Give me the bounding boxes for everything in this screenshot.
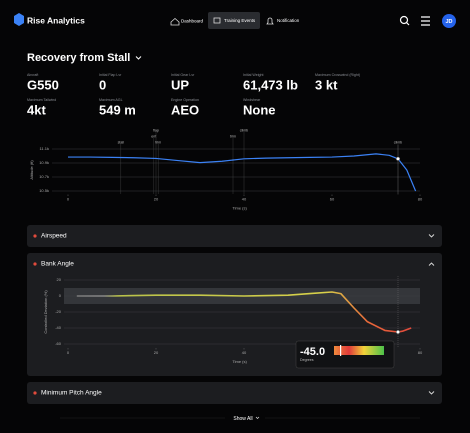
nav-icon	[213, 17, 221, 24]
y-axis-title: Controlled Deviation (%)	[43, 290, 48, 334]
y-tick-label: -40	[55, 325, 62, 330]
stat-value: 3 kt	[315, 77, 338, 92]
section-panel[interactable]	[27, 382, 442, 404]
event-label: stall	[118, 140, 125, 144]
line	[76, 291, 412, 333]
y-axis-title: Altitude (ft)	[29, 160, 34, 180]
x-axis-title: Time (s)	[232, 359, 247, 364]
y-tick-label: 11.1k	[40, 146, 50, 151]
stat-label: Windshear	[243, 98, 261, 102]
section-title[interactable]: Minimum Pitch Angle	[41, 390, 102, 397]
chevron[interactable]	[428, 262, 435, 266]
x-tick-label: 40	[242, 197, 247, 202]
avatar-initials: JD	[445, 19, 452, 25]
marker	[395, 156, 401, 161]
stat-value: 4kt	[27, 102, 46, 117]
x-tick-label: 0	[67, 350, 70, 355]
tooltip-caption: Degrees	[300, 358, 314, 362]
x-tick-label: 20	[154, 197, 159, 202]
chevron[interactable]	[428, 234, 435, 238]
search-icon[interactable]	[399, 15, 409, 25]
section-title[interactable]: Airspeed	[41, 233, 67, 240]
event-label: trim	[230, 134, 236, 138]
status-dot	[33, 391, 37, 395]
y-tick-label: 10.5k	[39, 188, 49, 193]
marker	[395, 329, 401, 335]
x-tick-label: 0	[67, 197, 70, 202]
line	[68, 153, 417, 192]
status-dot	[33, 234, 37, 238]
y-tick-label: -60	[55, 341, 62, 346]
x-tick-label: 20	[154, 350, 159, 355]
event-label: trim	[155, 140, 161, 144]
chevron[interactable]	[255, 416, 260, 419]
tooltip-scale	[334, 346, 384, 355]
y-tick-label: 0	[59, 293, 62, 298]
tooltip-value: -45.0	[300, 346, 325, 358]
nav-icon	[266, 17, 274, 25]
stat-value: G550	[27, 77, 59, 92]
event-label: climb	[394, 140, 402, 144]
stat-label: Initial Weight	[243, 73, 264, 77]
bank-chart: 200-20-40-60020406080Time (s)Controlled …	[43, 276, 423, 369]
section-panel[interactable]	[27, 225, 442, 247]
menu-icon[interactable]	[421, 16, 430, 26]
x-tick-label: 80	[418, 350, 423, 355]
x-tick-label: 80	[418, 197, 423, 202]
page-title: Recovery from Stall	[27, 52, 130, 64]
show-all[interactable]: Show All	[233, 416, 252, 422]
chevron[interactable]	[428, 391, 435, 395]
y-tick-label: 10.7k	[39, 174, 49, 179]
stat-label: Maximum Tailwind	[27, 98, 56, 102]
nav-link[interactable]: Dashboard	[181, 19, 204, 24]
event-label: climb	[240, 128, 248, 132]
x-tick-label: 40	[242, 350, 247, 355]
y-tick-label: -20	[55, 309, 62, 314]
stat-value: 549 m	[99, 102, 136, 117]
brand[interactable]: Rise Analytics	[27, 15, 85, 25]
event-label: flap	[153, 128, 159, 132]
altitude-chart: 11.1k 10.9k 10.7k 10.5k 0 20 40 60 80 Time (s) Alt…	[29, 128, 423, 210]
stat-value: None	[243, 102, 276, 117]
stat-value: 61,473 lb	[243, 77, 298, 92]
nav-icon	[170, 17, 180, 26]
section-title[interactable]: Bank Angle	[41, 261, 74, 268]
y-tick-label: 20	[57, 277, 62, 282]
stat-label: Maximum AGL	[99, 98, 123, 102]
stat-label: Initial Flap Lvr	[99, 73, 122, 77]
logo[interactable]	[14, 13, 24, 26]
nav-link[interactable]: Training Events	[224, 18, 256, 23]
stat-label: Maximum Crosswind (Right)	[315, 73, 360, 77]
search-icon	[406, 22, 410, 26]
stat-label: Engine Operation	[171, 98, 199, 102]
y-tick-label: 10.9k	[39, 160, 49, 165]
nav-active[interactable]	[208, 12, 260, 29]
stat-label: Initial Gear Lvr	[171, 73, 195, 77]
title-chevron[interactable]	[135, 56, 142, 60]
stat-value: UP	[171, 77, 189, 92]
x-tick-label: 60	[330, 197, 335, 202]
event-label: ent	[151, 134, 156, 138]
status-dot	[33, 262, 37, 266]
x-axis-title: Time (s)	[232, 206, 247, 211]
nav-link[interactable]: Notification	[277, 18, 300, 23]
stat-value: AEO	[171, 102, 199, 117]
stat-value: 0	[99, 77, 106, 92]
avatar[interactable]	[442, 14, 456, 28]
stat-label: Aircraft	[27, 73, 38, 77]
scale-indicator	[340, 345, 342, 356]
